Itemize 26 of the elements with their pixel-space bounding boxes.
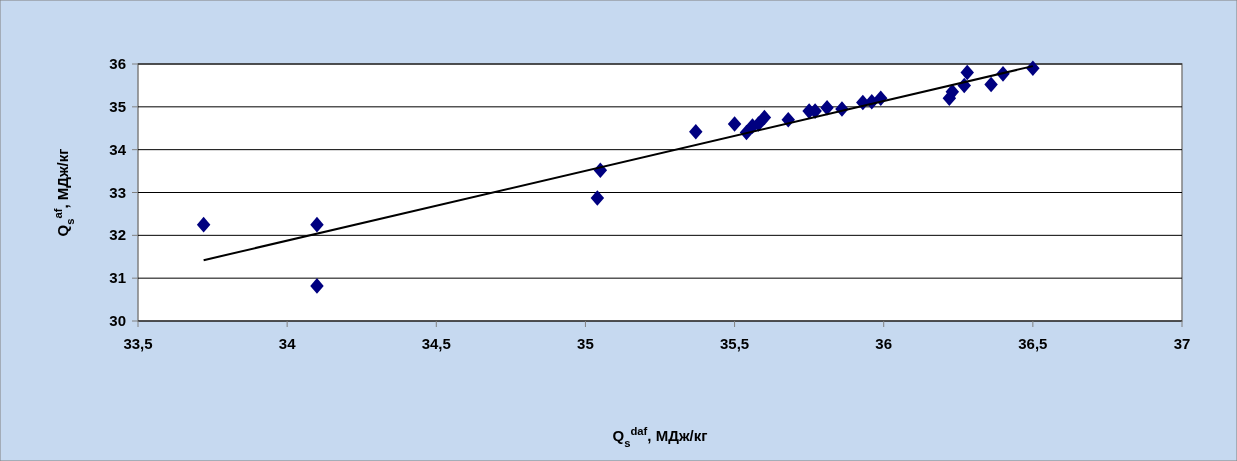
point — [196, 216, 211, 233]
x-tick-label: 34,5 — [421, 335, 451, 352]
x-tick-label: 34 — [278, 335, 297, 352]
y-tick-label: 35 — [109, 97, 126, 115]
point — [689, 123, 703, 140]
y-tick-label: 31 — [109, 269, 126, 287]
x-tick-label: 35 — [577, 335, 594, 352]
point — [310, 278, 324, 294]
x-axis-title: Q$_{s}$$^{daf}$, МДж/кг — [612, 425, 708, 449]
point — [310, 216, 324, 233]
point — [727, 116, 742, 132]
point — [820, 99, 834, 116]
y-tick-label: 34 — [109, 140, 127, 158]
y-tick-label: 33 — [109, 183, 126, 201]
y-tick-label: 30 — [109, 312, 126, 329]
point — [984, 76, 998, 93]
x-tick-label: 36 — [875, 335, 893, 352]
point — [757, 109, 772, 126]
point — [590, 190, 605, 206]
point — [960, 64, 974, 81]
y-tick-label: 32 — [109, 226, 126, 244]
x-tick-label: 33,5 — [123, 335, 153, 352]
y-tick-label: 36 — [109, 55, 126, 72]
x-tick-label: 37 — [1173, 335, 1191, 352]
x-tick-label: 36,5 — [1018, 335, 1048, 352]
x-tick-label: 35,5 — [719, 335, 750, 352]
